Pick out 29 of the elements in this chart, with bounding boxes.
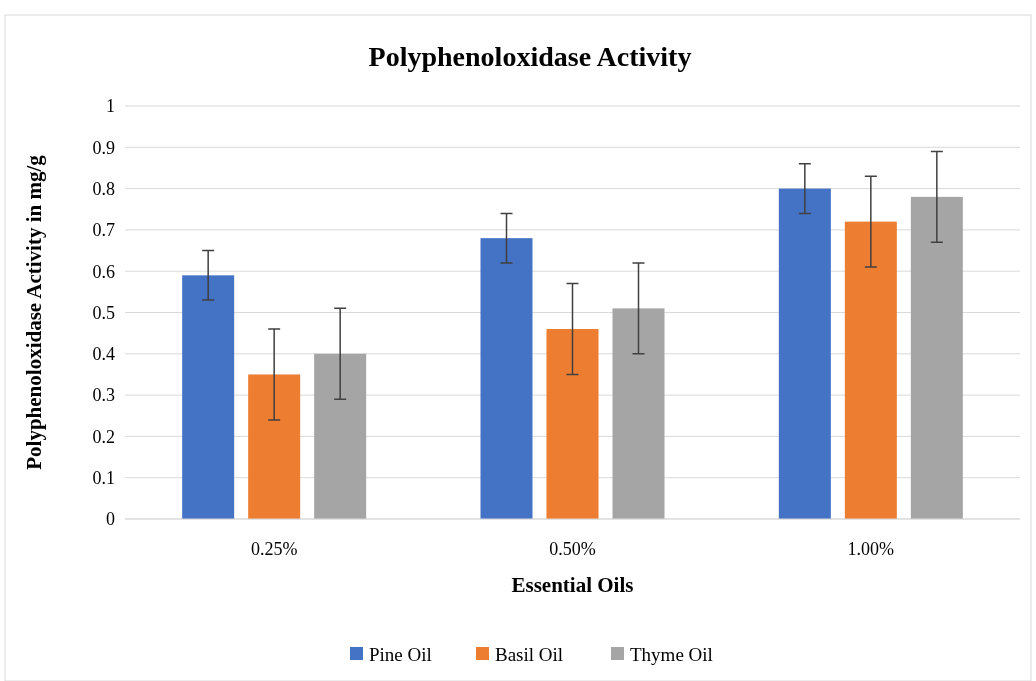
chart-title: Polyphenoloxidase Activity (368, 41, 692, 72)
y-tick-label: 0.1 (92, 468, 115, 488)
bar (910, 196, 963, 519)
x-tick-label: 0.25% (250, 539, 298, 559)
x-tick-label: 0.50% (549, 539, 596, 559)
y-tick-label: 0.9 (92, 137, 115, 158)
bar (844, 221, 897, 519)
y-tick-label: 1 (106, 96, 115, 117)
legend-label: Pine Oil (369, 643, 432, 665)
legend-label: Basil Oil (495, 643, 564, 665)
y-tick-label: 0 (106, 509, 115, 530)
y-tick-label: 0.6 (92, 261, 115, 282)
y-tick-label: 0.5 (92, 302, 115, 323)
bar (480, 238, 533, 519)
y-tick-label: 0.7 (92, 220, 115, 241)
bar (612, 308, 665, 519)
legend-label: Thyme Oil (630, 643, 713, 665)
bar (248, 374, 301, 519)
y-axis-title: Polyphenoloxidase Activity in mg/g (22, 154, 46, 470)
x-axis-title: Essential Oils (511, 573, 634, 597)
y-tick-label: 0.4 (92, 344, 115, 365)
x-tick-label: 1.00% (847, 539, 895, 559)
bar (182, 275, 235, 519)
y-tick-label: 0.2 (92, 426, 115, 447)
bar (778, 188, 831, 519)
bar (314, 353, 367, 519)
y-tick-label: 0.8 (92, 178, 115, 199)
y-tick-label: 0.3 (92, 385, 115, 406)
bar (546, 329, 599, 519)
